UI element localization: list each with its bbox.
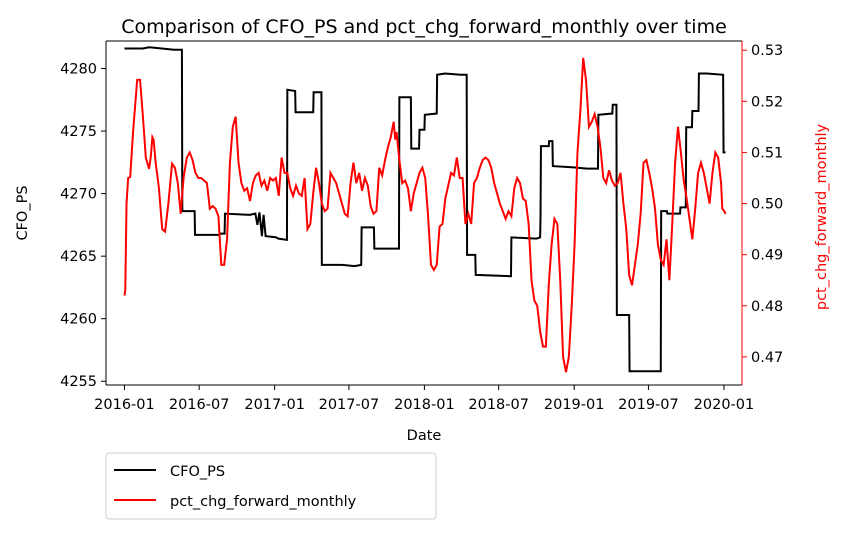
legend-label-cfo-ps: CFO_PS: [170, 464, 225, 480]
y-left-tick-label: 4275: [60, 124, 97, 140]
pct-chg-forward-monthly-line: [123, 57, 727, 373]
y-left-tick-label: 4265: [60, 249, 97, 265]
y-right-tick-label: 0.47: [751, 350, 783, 366]
y-right-tick-label: 0.53: [751, 43, 783, 59]
x-axis-ticks: 2016-01 2016-07 2017-01 2017-07 2018-01 2018-…: [94, 385, 754, 413]
y-left-tick-label: 4260: [60, 312, 97, 328]
x-tick-label: 2017-07: [319, 397, 380, 413]
chart-title: Comparison of CFO_PS and pct_chg_forward…: [121, 16, 727, 38]
y-right-axis-label: pct_chg_forward_monthly: [814, 123, 830, 310]
y-right-tick-label: 0.51: [751, 145, 783, 161]
x-tick-label: 2016-01: [94, 397, 155, 413]
y-right-axis-ticks: 0.47 0.48 0.49 0.50 0.51 0.52 0.53: [742, 43, 783, 366]
x-axis-label: Date: [407, 428, 442, 444]
x-tick-label: 2020-01: [694, 397, 755, 413]
x-tick-label: 2018-01: [394, 397, 455, 413]
y-right-tick-label: 0.50: [751, 197, 783, 213]
x-tick-label: 2017-01: [244, 397, 305, 413]
y-right-tick-label: 0.49: [751, 248, 783, 264]
legend-frame: [105, 452, 437, 520]
legend: CFO_PS pct_chg_forward_monthly: [105, 452, 437, 520]
y-right-tick-label: 0.48: [751, 299, 783, 315]
cfo-ps-line: [124, 46, 726, 373]
x-tick-label: 2019-07: [618, 397, 679, 413]
y-left-tick-label: 4280: [60, 62, 97, 78]
y-left-tick-label: 4270: [60, 187, 97, 203]
legend-label-pct-chg: pct_chg_forward_monthly: [170, 494, 357, 510]
x-tick-label: 2018-07: [468, 397, 529, 413]
plot-area: [105, 40, 743, 386]
y-left-axis-ticks: 4255 4260 4265 4270 4275 4280: [60, 62, 106, 390]
y-left-tick-label: 4255: [60, 374, 97, 390]
y-right-tick-label: 0.52: [751, 94, 783, 110]
pct-chg-line-group: [123, 57, 727, 373]
y-left-axis-label: CFO_PS: [15, 185, 31, 240]
cfo-ps-line-group: [124, 46, 726, 373]
x-tick-label: 2019-01: [544, 397, 605, 413]
x-tick-label: 2016-07: [169, 397, 230, 413]
plot-background: [106, 41, 742, 385]
